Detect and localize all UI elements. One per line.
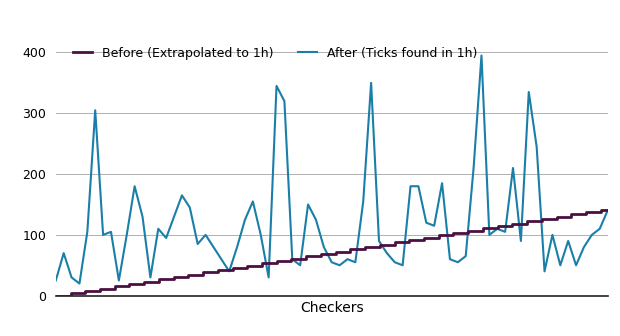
Before (Extrapolated to 1h) — [494, 224, 502, 228]
After (Ticks found in 1h) — [68, 276, 75, 280]
After (Ticks found in 1h) — [52, 279, 60, 283]
After (Ticks found in 1h) — [76, 282, 83, 286]
Before (Extrapolated to 1h) — [597, 208, 604, 212]
Before (Extrapolated to 1h) — [612, 208, 619, 212]
After (Ticks found in 1h) — [564, 239, 572, 243]
Before (Extrapolated to 1h) — [420, 236, 428, 240]
Before (Extrapolated to 1h) — [52, 294, 60, 298]
Before (Extrapolated to 1h) — [347, 250, 354, 254]
After (Ticks found in 1h) — [391, 260, 399, 264]
Before (Extrapolated to 1h) — [405, 238, 413, 242]
Before (Extrapolated to 1h) — [244, 263, 251, 267]
After (Ticks found in 1h) — [588, 233, 596, 237]
Line: After (Ticks found in 1h): After (Ticks found in 1h) — [56, 55, 608, 284]
Before (Extrapolated to 1h) — [111, 287, 118, 291]
After (Ticks found in 1h) — [139, 215, 146, 219]
X-axis label: Checkers: Checkers — [300, 301, 363, 315]
After (Ticks found in 1h) — [604, 209, 611, 213]
Legend: Before (Extrapolated to 1h), After (Ticks found in 1h): Before (Extrapolated to 1h), After (Tick… — [68, 42, 482, 65]
After (Ticks found in 1h) — [328, 260, 335, 264]
Line: Before (Extrapolated to 1h): Before (Extrapolated to 1h) — [56, 210, 616, 296]
After (Ticks found in 1h) — [478, 53, 485, 57]
